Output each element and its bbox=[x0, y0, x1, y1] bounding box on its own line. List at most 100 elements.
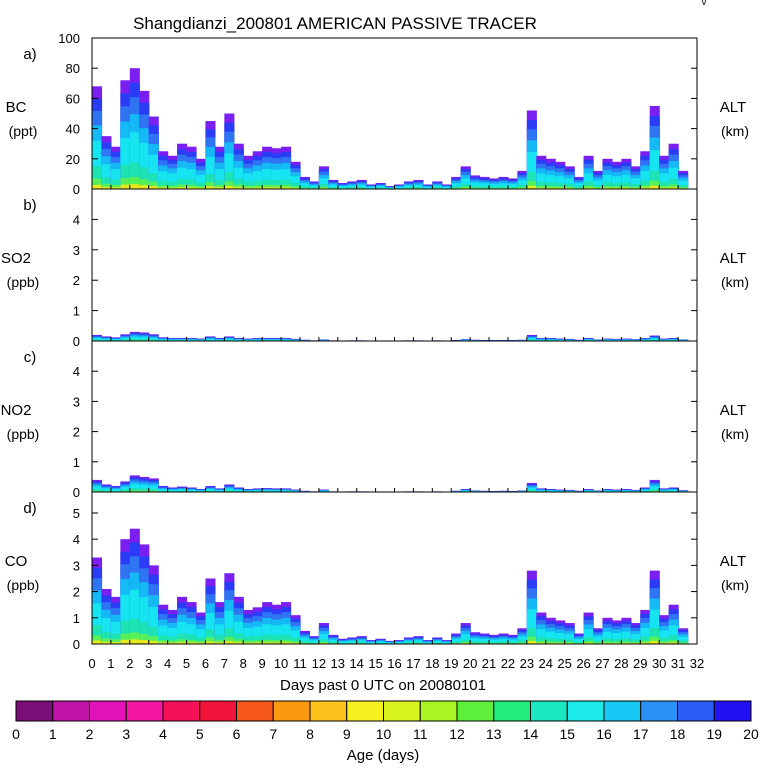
bar-p0-d10-l6 bbox=[186, 184, 197, 189]
bar-p0-d41-l5 bbox=[479, 186, 490, 189]
bar-p3-d14-l6 bbox=[224, 636, 235, 644]
bar-p3-d6-l4 bbox=[148, 607, 159, 644]
bar-p3-d39-l4 bbox=[460, 634, 471, 644]
right-axis-units: (km) bbox=[721, 577, 749, 593]
x-tick-label: 7 bbox=[221, 656, 228, 671]
bar-p0-d52-l7 bbox=[583, 187, 594, 189]
colorbar-swatch bbox=[346, 700, 384, 722]
bar-p3-d50-l4 bbox=[564, 634, 575, 644]
bar-p1-d0-l5 bbox=[92, 339, 103, 341]
bar-p1-d7-l4 bbox=[158, 339, 169, 341]
bar-p3-d41-l6 bbox=[479, 642, 490, 644]
panel-letter: d) bbox=[23, 500, 36, 517]
bar-p3-d40-l4 bbox=[470, 638, 481, 644]
bar-p0-d33-l4 bbox=[403, 185, 414, 189]
bar-p0-d12-l4 bbox=[205, 157, 216, 189]
bar-p0-d3-l7 bbox=[120, 184, 131, 189]
bar-p3-d55-l4 bbox=[611, 632, 622, 644]
bar-p0-d0-l6 bbox=[92, 178, 103, 189]
bar-p2-d7-l5 bbox=[158, 490, 169, 492]
bar-p0-d13-l7 bbox=[214, 187, 225, 189]
right-axis-label: ALT bbox=[720, 402, 746, 419]
x-tick-label: 9 bbox=[259, 656, 266, 671]
bar-p3-d17-l5 bbox=[252, 635, 263, 644]
bar-p3-d56-l7 bbox=[621, 642, 632, 644]
bar-p2-d60-l4 bbox=[659, 490, 670, 492]
bar-p3-d52-l4 bbox=[583, 629, 594, 644]
bar-p0-d4-l6 bbox=[129, 176, 140, 189]
bar-p3-d24-l5 bbox=[318, 639, 329, 644]
bar-p3-d44-l4 bbox=[507, 639, 518, 644]
bar-p3-d5-l7 bbox=[139, 640, 150, 644]
colorbar-tick-label: 0 bbox=[12, 726, 20, 742]
panels: 020406080100a)BC(ppt)ALT(km)01234b)SO2(p… bbox=[1, 31, 749, 652]
bar-p3-d12-l7 bbox=[205, 641, 216, 644]
bar-p0-d60-l6 bbox=[659, 185, 670, 189]
bar-p3-d24-l4 bbox=[318, 634, 329, 644]
bar-p0-d54-l5 bbox=[602, 182, 613, 189]
x-tick-label: 24 bbox=[539, 656, 553, 671]
y-tick-label: 100 bbox=[58, 31, 80, 46]
bar-p1-d2-l4 bbox=[110, 339, 121, 341]
bar-p0-d21-l7 bbox=[290, 187, 301, 189]
bar-p3-d3-l6 bbox=[120, 633, 131, 644]
panel-frame bbox=[91, 340, 698, 493]
y-tick-label: 2 bbox=[73, 585, 80, 600]
bar-p0-d12-l5 bbox=[205, 174, 216, 189]
colorbar-tick-label: 9 bbox=[343, 726, 351, 742]
bar-p3-d44-l5 bbox=[507, 641, 518, 644]
bar-p0-d35-l4 bbox=[422, 186, 433, 189]
bar-p2-d59-l5 bbox=[649, 489, 660, 492]
colorbar-swatch bbox=[456, 700, 495, 722]
bar-p3-d43-l4 bbox=[498, 639, 509, 644]
bar-p2-d15-l4 bbox=[233, 489, 244, 492]
y-axis-label: BC bbox=[6, 99, 27, 116]
bar-p2-d49-l4 bbox=[555, 490, 566, 492]
bar-p0-d24-l4 bbox=[318, 178, 329, 189]
bar-p1-d19-l4 bbox=[271, 339, 282, 341]
bar-p3-d7-l7 bbox=[158, 642, 169, 644]
x-tick-label: 27 bbox=[595, 656, 609, 671]
bar-p0-d17-l4 bbox=[252, 171, 263, 189]
bar-p3-d46-l4 bbox=[526, 609, 537, 644]
bar-p0-d8-l4 bbox=[167, 173, 178, 189]
bar-p2-d0-l4 bbox=[92, 486, 103, 492]
bar-p3-d8-l6 bbox=[167, 640, 178, 644]
bar-p3-d60-l5 bbox=[659, 637, 670, 644]
bar-p1-d8-l4 bbox=[167, 339, 178, 341]
bar-p0-d19-l6 bbox=[271, 184, 282, 189]
bar-p0-d22-l4 bbox=[299, 183, 311, 189]
bar-p3-d13-l4 bbox=[214, 624, 225, 644]
bar-p3-d57-l6 bbox=[630, 641, 641, 644]
bar-p2-d56-l4 bbox=[621, 490, 632, 492]
bar-p3-d19-l6 bbox=[271, 640, 282, 644]
bar-p3-d51-l6 bbox=[574, 642, 585, 644]
bar-p3-d46-l7 bbox=[526, 641, 537, 644]
bar-p0-d5-l4 bbox=[139, 142, 150, 189]
bar-p2-d20-l4 bbox=[281, 490, 292, 492]
bar-p3-d33-l5 bbox=[403, 642, 414, 644]
bar-p1-d47-l4 bbox=[536, 339, 547, 341]
bar-p2-d6-l4 bbox=[148, 485, 159, 492]
bar-p0-d41-l6 bbox=[479, 187, 490, 189]
bar-p2-d59-l6 bbox=[649, 490, 660, 492]
colorbar-swatch bbox=[15, 700, 54, 722]
bar-p0-d9-l6 bbox=[177, 184, 188, 189]
bar-p2-d6-l6 bbox=[148, 490, 159, 492]
bar-p0-d57-l5 bbox=[630, 184, 641, 189]
bar-p2-d0-l5 bbox=[92, 489, 103, 492]
bar-p2-d11-l4 bbox=[195, 490, 207, 492]
bar-p3-d29-l4 bbox=[366, 642, 377, 644]
bar-p3-d20-l4 bbox=[281, 624, 292, 644]
bar-p3-d31-l4 bbox=[385, 642, 396, 644]
bar-p3-d25-l5 bbox=[328, 641, 339, 644]
y-tick-label: 4 bbox=[73, 532, 80, 547]
bar-p3-d45-l4 bbox=[517, 636, 528, 644]
bar-p1-d18-l4 bbox=[262, 339, 273, 341]
bar-p3-d26-l5 bbox=[337, 642, 348, 644]
bar-p3-d48-l6 bbox=[545, 641, 556, 644]
x-tick-label: 0 bbox=[88, 656, 95, 671]
x-tick-label: 4 bbox=[164, 656, 171, 671]
x-tick-label: 21 bbox=[482, 656, 496, 671]
bar-p0-d38-l5 bbox=[451, 186, 462, 189]
